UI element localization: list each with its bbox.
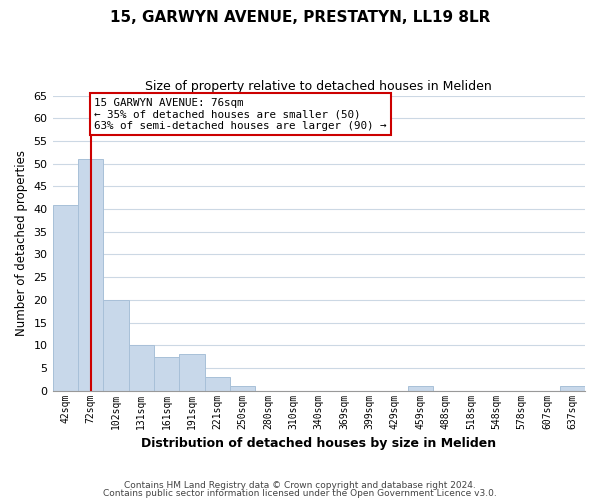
Bar bbox=[78, 159, 103, 390]
Bar bbox=[103, 300, 128, 390]
Bar bbox=[53, 204, 78, 390]
Text: 15, GARWYN AVENUE, PRESTATYN, LL19 8LR: 15, GARWYN AVENUE, PRESTATYN, LL19 8LR bbox=[110, 10, 490, 25]
Bar bbox=[205, 377, 230, 390]
Text: Contains HM Land Registry data © Crown copyright and database right 2024.: Contains HM Land Registry data © Crown c… bbox=[124, 481, 476, 490]
Bar bbox=[128, 345, 154, 391]
Bar bbox=[230, 386, 256, 390]
Bar bbox=[407, 386, 433, 390]
Bar bbox=[560, 386, 585, 390]
Y-axis label: Number of detached properties: Number of detached properties bbox=[15, 150, 28, 336]
Bar bbox=[179, 354, 205, 390]
Bar bbox=[154, 356, 179, 390]
X-axis label: Distribution of detached houses by size in Meliden: Distribution of detached houses by size … bbox=[141, 437, 496, 450]
Text: Contains public sector information licensed under the Open Government Licence v3: Contains public sector information licen… bbox=[103, 488, 497, 498]
Title: Size of property relative to detached houses in Meliden: Size of property relative to detached ho… bbox=[145, 80, 492, 93]
Text: 15 GARWYN AVENUE: 76sqm
← 35% of detached houses are smaller (50)
63% of semi-de: 15 GARWYN AVENUE: 76sqm ← 35% of detache… bbox=[94, 98, 387, 131]
